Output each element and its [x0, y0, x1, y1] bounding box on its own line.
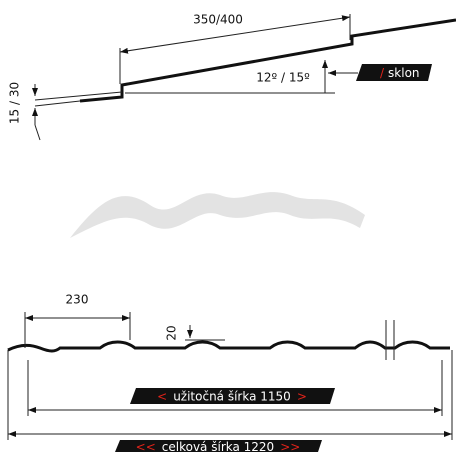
slope-slash: /	[380, 66, 385, 80]
logo	[70, 192, 365, 238]
wave-height: 20	[165, 325, 179, 340]
slope-tag: / sklon	[380, 66, 420, 80]
pitch: 12º / 15º	[256, 71, 310, 85]
slope-text: sklon	[388, 66, 419, 80]
total-width-text: celková šírka 1220	[162, 440, 274, 452]
overlap: 15 / 30	[8, 82, 22, 124]
arrow-right: >	[297, 389, 307, 403]
profile-section: 230 20 < užitočná šírka 1150 > << celková š…	[7, 293, 453, 452]
wave-pitch: 230	[66, 293, 89, 307]
useful-width-text: užitočná šírka 1150	[173, 389, 291, 403]
total-width: << celková šírka 1220 >>	[136, 440, 301, 452]
roof-section: 350/400 12º / 15º / sklon 15 / 30	[8, 13, 456, 141]
arrow-right: >>	[280, 440, 300, 452]
useful-width: < užitočná šírka 1150 >	[157, 389, 307, 403]
rafter-length: 350/400	[193, 13, 243, 27]
arrow-left: <	[157, 389, 167, 403]
arrow-left: <<	[136, 440, 156, 452]
